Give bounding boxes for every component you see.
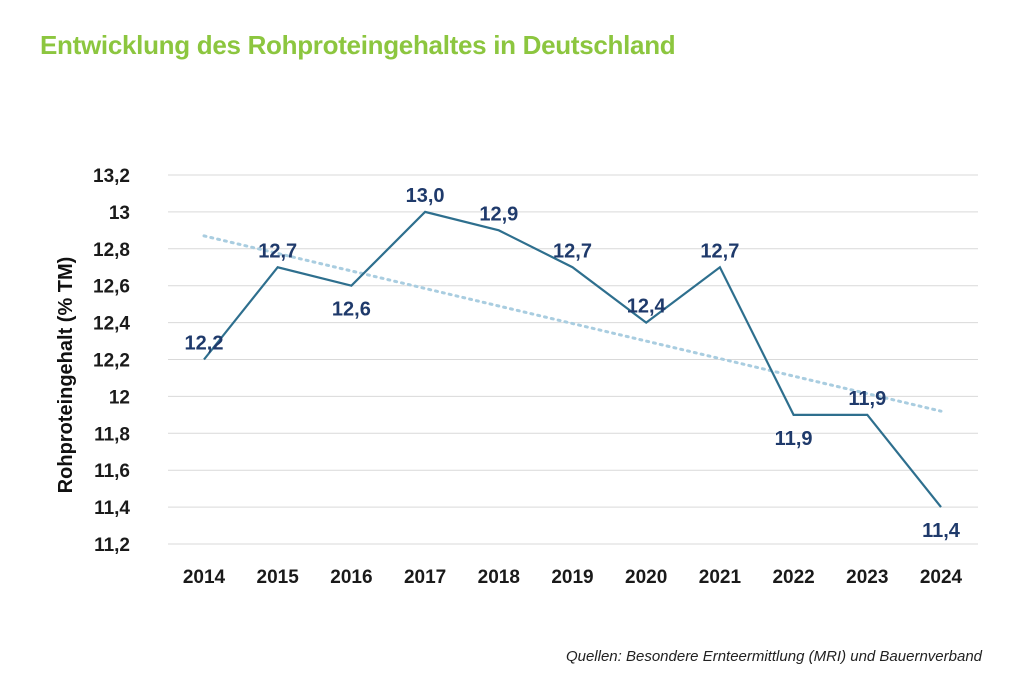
x-tick-label: 2020 — [625, 567, 667, 588]
y-tick-label: 12,4 — [93, 314, 130, 335]
data-label: 12,7 — [700, 240, 739, 262]
data-label: 12,9 — [479, 203, 518, 225]
y-tick-label: 11,8 — [94, 424, 130, 445]
y-tick-label: 12,8 — [93, 240, 130, 261]
x-tick-label: 2018 — [478, 567, 520, 588]
data-line-group — [203, 210, 942, 508]
grid-lines — [168, 174, 978, 545]
x-tick-label: 2015 — [257, 567, 300, 588]
source-note: Quellen: Besondere Ernteermittlung (MRI)… — [565, 648, 982, 665]
trend-line-group — [202, 234, 943, 413]
data-label: 11,4 — [922, 520, 961, 542]
data-label: 13,0 — [406, 185, 445, 207]
trend-line — [202, 234, 943, 413]
x-tick-label: 2014 — [183, 567, 226, 588]
y-tick-label: 13 — [109, 203, 130, 224]
data-label: 12,6 — [332, 299, 371, 321]
data-label: 12,7 — [553, 240, 592, 262]
chart-title: Entwicklung des Rohproteingehaltes in De… — [40, 30, 676, 60]
data-label: 12,4 — [627, 296, 667, 318]
data-labels: 12,2 12,7 12,6 13,0 12,9 12,7 12,4 12,7 11,9 11,9… — [185, 185, 961, 542]
data-label: 11,9 — [775, 428, 813, 450]
y-tick-label: 12,6 — [93, 277, 130, 298]
y-tick-label: 11,4 — [94, 498, 130, 519]
x-axis-ticks: 2014 2015 2016 2017 2018 2019 2020 2021 2022 2023… — [183, 567, 963, 588]
y-tick-label: 13,2 — [93, 166, 130, 187]
x-tick-label: 2024 — [920, 567, 963, 588]
x-tick-label: 2019 — [551, 567, 593, 588]
x-tick-label: 2022 — [772, 567, 814, 588]
y-axis-ticks: 13,2 13 12,8 12,6 12,4 12,2 12 11,8 11,6 11,4 11,2 — [93, 166, 130, 556]
y-tick-label: 12 — [109, 387, 130, 408]
y-tick-label: 12,2 — [93, 351, 130, 372]
data-label: 12,2 — [185, 333, 224, 355]
y-tick-label: 11,2 — [94, 535, 130, 556]
x-tick-label: 2016 — [330, 567, 372, 588]
x-tick-label: 2017 — [404, 567, 446, 588]
x-tick-label: 2021 — [699, 567, 742, 588]
y-axis-label: Rohproteingehalt (% TM) — [55, 257, 77, 494]
x-tick-label: 2023 — [846, 567, 888, 588]
y-tick-label: 11,6 — [94, 461, 130, 482]
data-label: 11,9 — [848, 388, 886, 410]
data-label: 12,7 — [258, 240, 297, 262]
